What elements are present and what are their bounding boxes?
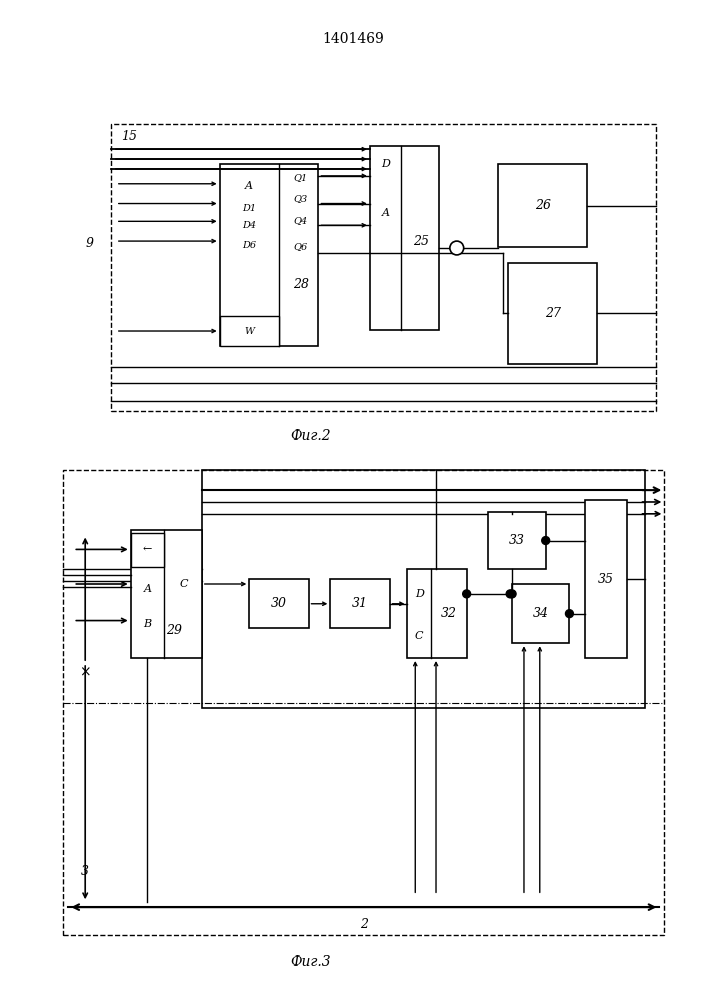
Text: ←: ← [143, 544, 152, 554]
Text: D1: D1 [243, 204, 257, 213]
Text: 27: 27 [544, 307, 561, 320]
Text: 32: 32 [441, 607, 457, 620]
Text: B: B [144, 619, 151, 629]
Bar [407, 569, 467, 658]
Bar [585, 500, 626, 658]
Circle shape [506, 590, 514, 598]
Circle shape [450, 241, 464, 255]
Bar [330, 579, 390, 628]
Text: 2: 2 [360, 918, 368, 931]
Bar [64, 470, 665, 935]
Text: Фиг.2: Фиг.2 [290, 429, 331, 443]
Text: 3: 3 [81, 865, 89, 878]
Text: Q4: Q4 [293, 216, 308, 225]
Text: 33: 33 [509, 534, 525, 547]
Text: 30: 30 [271, 597, 287, 610]
Bar [220, 316, 279, 346]
Text: Фиг.3: Фиг.3 [290, 955, 331, 969]
Text: A: A [144, 584, 151, 594]
Text: Q1: Q1 [293, 173, 308, 182]
Bar [489, 512, 546, 569]
Text: 9: 9 [85, 237, 93, 250]
Bar [498, 164, 588, 247]
Text: W: W [244, 327, 255, 336]
Text: 25: 25 [413, 235, 429, 248]
Text: D: D [381, 159, 390, 169]
Text: 29: 29 [166, 624, 182, 637]
Text: D6: D6 [243, 241, 257, 250]
Bar [131, 533, 164, 567]
Bar [250, 579, 308, 628]
Text: A: A [382, 208, 390, 218]
Text: 34: 34 [533, 607, 549, 620]
Text: C: C [415, 631, 423, 641]
Bar [220, 164, 318, 346]
Text: 31: 31 [352, 597, 368, 610]
Circle shape [566, 610, 573, 618]
Text: Q3: Q3 [293, 194, 308, 203]
Bar [512, 584, 569, 643]
Text: 35: 35 [598, 573, 614, 586]
Circle shape [542, 537, 549, 544]
Circle shape [462, 590, 471, 598]
Text: 1401469: 1401469 [322, 32, 384, 46]
Bar [111, 124, 656, 411]
Text: ×: × [79, 666, 91, 680]
Bar [370, 146, 439, 330]
Text: 15: 15 [121, 130, 136, 143]
Circle shape [508, 590, 516, 598]
Bar [131, 530, 201, 658]
Text: C: C [180, 579, 188, 589]
Text: Q6: Q6 [293, 243, 308, 252]
Text: 26: 26 [534, 199, 551, 212]
Text: D4: D4 [243, 221, 257, 230]
Text: D: D [415, 589, 423, 599]
Text: A: A [245, 181, 253, 191]
Bar [508, 263, 597, 364]
Bar [201, 470, 645, 708]
Text: 28: 28 [293, 278, 309, 291]
